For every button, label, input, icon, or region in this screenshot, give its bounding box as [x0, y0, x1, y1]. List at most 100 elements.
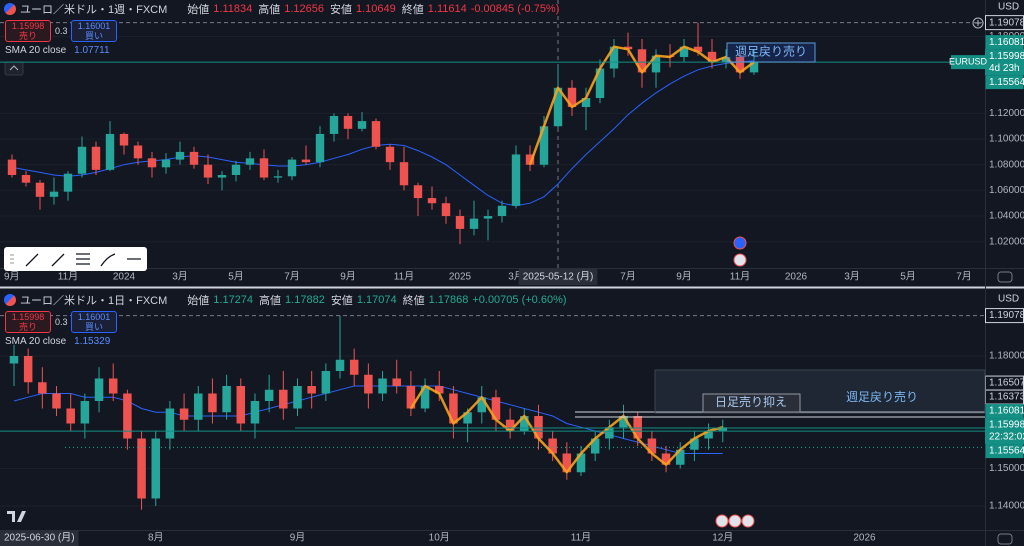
- indicator-name: SMA 20 close: [5, 336, 67, 347]
- settings-button[interactable]: [997, 533, 1013, 545]
- level-tag: [985, 444, 1024, 459]
- candle-body: [735, 56, 745, 73]
- candle-body: [91, 146, 101, 170]
- candle-body: [483, 216, 493, 219]
- candle-body: [203, 164, 213, 178]
- candle-body: [385, 146, 395, 163]
- currency[interactable]: USD: [998, 294, 1019, 305]
- event-flag[interactable]: [733, 253, 747, 267]
- event-flag[interactable]: [715, 514, 729, 528]
- event-flag[interactable]: [741, 514, 755, 528]
- candle-body: [80, 401, 90, 424]
- level-label: 1.15564: [989, 77, 1024, 88]
- candle-body: [335, 359, 345, 371]
- y-tick-label: 1.02000: [989, 236, 1024, 247]
- annotation-box[interactable]: [726, 42, 816, 63]
- x-tick-highlight: [0, 530, 79, 546]
- candle-body: [420, 386, 430, 409]
- candle-body: [661, 453, 671, 465]
- y-tick-label: 1.04000: [989, 211, 1024, 222]
- toolbar-icons[interactable]: [25, 253, 141, 267]
- x-tick-label: 2024: [113, 272, 136, 283]
- candle-body: [77, 146, 87, 174]
- candle-body: [434, 386, 444, 394]
- candle-body: [637, 49, 647, 73]
- candle-body: [52, 393, 61, 409]
- candle-body: [595, 68, 605, 99]
- ticker: EURUSD: [949, 57, 988, 67]
- x-tick-label: 9月: [340, 271, 356, 283]
- candle-body: [477, 397, 487, 413]
- annotation-box[interactable]: [702, 393, 801, 413]
- currency[interactable]: USD: [998, 2, 1019, 13]
- ohlc-value: 1.11834: [213, 3, 253, 15]
- x-tick-label: 9月: [290, 532, 306, 544]
- spread: 0.3: [55, 317, 68, 327]
- candle-body: [609, 46, 619, 69]
- y-tick-label: 1.10000: [989, 134, 1024, 145]
- buy-price: 1.16001: [77, 312, 111, 322]
- settings-button[interactable]: [997, 271, 1013, 283]
- sell-label: 売り: [18, 322, 37, 332]
- chart-header: ユーロ／米ドル・1週・FXCM 始値 1.11834 高値 1.12656 安値 1.106…: [4, 1, 559, 17]
- candle-body: [399, 162, 409, 186]
- ohlc-label: 始値: [187, 4, 210, 16]
- x-tick-label: 5月: [900, 271, 916, 283]
- buy-button[interactable]: 1.16001 買い: [71, 20, 117, 42]
- x-tick-label: 12月: [712, 532, 733, 544]
- level-label: 1.15564: [989, 446, 1024, 457]
- candle-body: [222, 386, 231, 413]
- x-tick-label: 2025: [449, 272, 472, 283]
- symbol[interactable]: ユーロ／米ドル・1日・FXCM: [20, 295, 168, 307]
- y-tick-label: 1.08000: [989, 159, 1024, 170]
- sell-button[interactable]: 1.15998 売り: [5, 20, 51, 42]
- last-price-tag: [985, 418, 1024, 445]
- event-flag[interactable]: [728, 514, 742, 528]
- x-tick-label: 3月: [844, 271, 860, 283]
- annotation[interactable]: 週足戻り売り: [735, 44, 807, 59]
- y-tick-label: 1.06000: [989, 185, 1024, 196]
- candle-body: [301, 159, 311, 163]
- chevron-icon: [9, 65, 19, 71]
- ohlc-value: 1.17868: [428, 294, 469, 306]
- annotation[interactable]: 週足戻り売り: [846, 389, 918, 404]
- sell-button[interactable]: 1.15998 売り: [5, 311, 51, 333]
- ohlc-value: 1.17274: [213, 294, 254, 306]
- candle-body: [371, 121, 381, 147]
- candle-body: [651, 55, 661, 73]
- candle-body: [623, 46, 633, 50]
- x-tick-label: 2025-05-12 (月): [523, 271, 594, 283]
- candle-body: [315, 133, 325, 163]
- candle-body: [707, 51, 717, 63]
- event-flag[interactable]: [733, 236, 747, 250]
- symbol-logo: [4, 3, 16, 15]
- candle-body: [693, 46, 703, 52]
- x-tick-label: 8月: [148, 532, 164, 544]
- symbol[interactable]: ユーロ／米ドル・1週・FXCM: [20, 4, 168, 16]
- collapse-button[interactable]: [4, 61, 24, 76]
- level-label: 1.16507: [989, 378, 1024, 389]
- buy-label: 買い: [84, 322, 103, 332]
- buy-button[interactable]: 1.16001 買い: [71, 311, 117, 333]
- candle-body: [264, 389, 274, 401]
- candle-body: [590, 438, 600, 454]
- candle-body: [133, 145, 143, 159]
- candle-body: [647, 438, 657, 454]
- x-tick-label: 7月: [956, 271, 972, 283]
- last-price: 1.15998: [989, 420, 1024, 431]
- candle-body: [449, 393, 458, 424]
- candle-body: [194, 393, 203, 420]
- x-tick-label: 2026: [853, 533, 876, 544]
- x-tick-label: 7月: [620, 271, 636, 283]
- candle-body: [749, 62, 759, 73]
- candle-body: [147, 158, 157, 168]
- candle-body: [279, 389, 288, 409]
- indicator-legend: SMA 20 close 1.07711: [5, 45, 110, 56]
- sell-label: 売り: [18, 31, 37, 41]
- candle-body: [357, 121, 367, 129]
- annotation[interactable]: 日足売り抑え: [715, 394, 787, 409]
- y-tick-label: 1.14000: [989, 501, 1024, 512]
- countdown: 22:32:02: [989, 432, 1024, 443]
